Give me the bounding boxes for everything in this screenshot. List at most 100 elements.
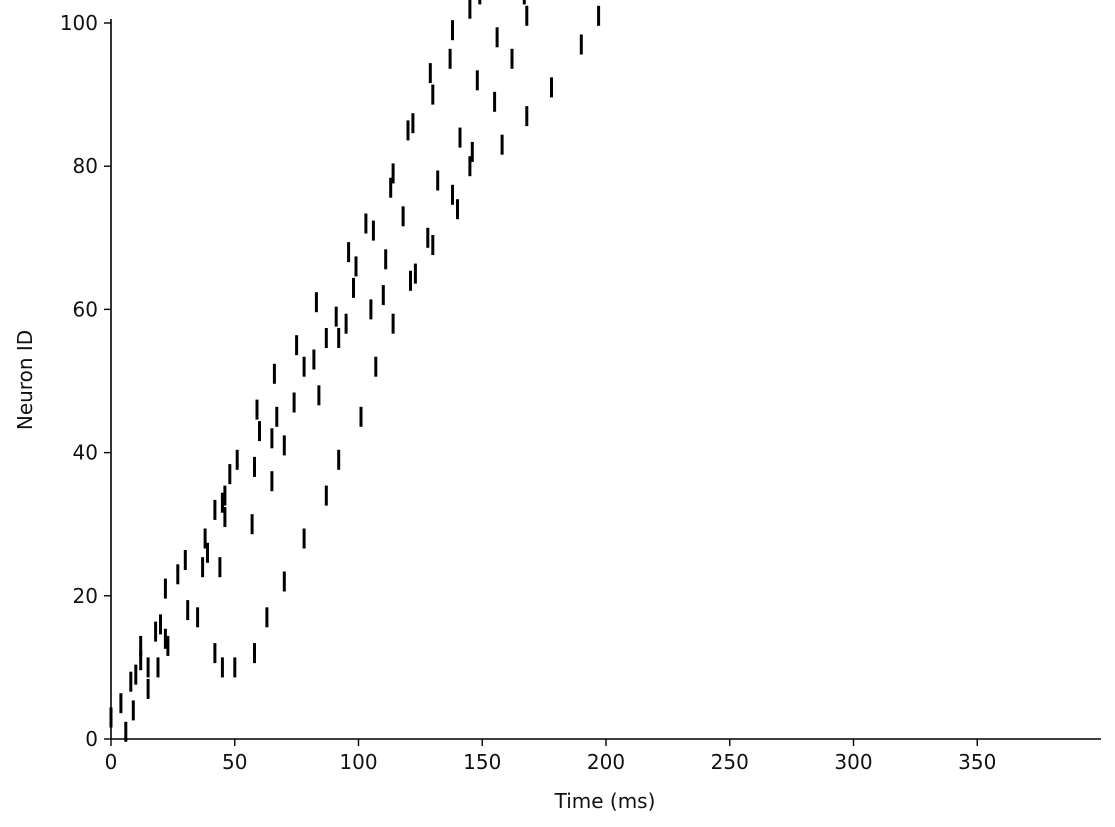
y-tick-label: 40	[73, 441, 98, 465]
spike-mark	[235, 449, 239, 470]
spike-mark	[253, 456, 256, 477]
x-tick-label: 150	[463, 750, 501, 774]
spike-mark	[522, 0, 526, 5]
spike-mark	[478, 0, 482, 5]
spike-mark	[270, 428, 274, 449]
spike-mark	[258, 421, 261, 442]
x-tick-label: 100	[339, 750, 377, 774]
spike-mark	[129, 671, 133, 692]
spike-mark	[220, 657, 224, 678]
spike-mark	[468, 0, 472, 19]
spike-markers	[109, 0, 601, 742]
spike-mark	[347, 242, 351, 263]
spike-mark	[369, 299, 373, 320]
spike-mark	[233, 657, 237, 678]
spike-mark	[510, 48, 514, 69]
spike-mark	[579, 34, 583, 55]
spike-mark	[597, 5, 601, 26]
x-tick-label: 250	[711, 750, 749, 774]
spike-mark	[334, 306, 338, 327]
spike-mark	[163, 578, 167, 599]
spike-mark	[131, 700, 135, 721]
spike-mark	[295, 335, 299, 356]
spike-mark	[203, 528, 207, 549]
spike-mark	[384, 249, 388, 270]
spike-mark	[406, 120, 410, 141]
spike-mark	[206, 542, 209, 563]
spike-mark	[253, 643, 256, 664]
spike-mark	[436, 170, 440, 191]
spike-mark	[391, 313, 395, 334]
spike-mark	[228, 464, 232, 485]
spike-mark	[201, 557, 205, 578]
spike-mark	[337, 449, 341, 470]
spike-mark	[139, 635, 143, 656]
spike-mark	[213, 643, 217, 664]
spike-mark	[292, 392, 296, 413]
spike-mark	[119, 693, 123, 714]
spike-mark	[456, 199, 459, 220]
spike-mark	[493, 91, 497, 112]
spike-mark	[448, 48, 452, 69]
spike-mark	[426, 227, 430, 248]
spike-mark	[364, 213, 368, 234]
spike-mark	[431, 235, 435, 255]
y-tick-label: 0	[85, 727, 98, 751]
spike-mark	[146, 657, 150, 678]
spike-mark	[344, 313, 348, 334]
spike-mark	[374, 356, 378, 377]
spike-mark	[468, 156, 472, 177]
spike-mark	[223, 485, 227, 506]
spike-mark	[354, 256, 358, 277]
spike-mark	[159, 614, 162, 635]
spike-mark	[282, 571, 286, 592]
spike-mark	[525, 106, 529, 127]
spike-mark	[154, 621, 158, 642]
y-tick-label: 100	[60, 11, 98, 35]
spike-mark	[495, 27, 499, 48]
spike-mark	[431, 84, 435, 105]
spike-mark	[302, 356, 306, 377]
spike-mark	[176, 564, 180, 585]
spike-mark	[134, 664, 138, 685]
spike-mark	[255, 399, 259, 420]
axes: 0 50 100 150 200 250 300 350 0 20 40 60 80 100	[60, 11, 1101, 774]
spike-mark	[409, 270, 412, 291]
spike-mark	[352, 277, 355, 298]
x-tick-label: 200	[587, 750, 625, 774]
spike-mark	[213, 499, 217, 520]
spike-mark	[312, 349, 316, 370]
spike-mark	[302, 528, 306, 549]
spike-mark	[337, 328, 341, 348]
spike-mark	[139, 650, 143, 671]
spike-mark	[500, 134, 504, 155]
x-tick-label: 300	[834, 750, 872, 774]
y-tick-label: 60	[73, 297, 98, 321]
spike-mark	[451, 20, 454, 41]
spike-mark	[183, 550, 187, 570]
spike-mark	[272, 363, 276, 384]
spike-mark	[265, 607, 269, 628]
spike-mark	[317, 385, 321, 406]
spike-mark	[124, 721, 128, 742]
spike-mark	[451, 184, 454, 205]
spike-mark	[223, 507, 227, 527]
spike-mark	[324, 328, 328, 348]
spike-mark	[270, 471, 274, 492]
spike-mark	[196, 607, 200, 628]
spike-mark	[470, 141, 474, 162]
spike-mark	[550, 77, 553, 98]
x-tick-label: 350	[958, 750, 996, 774]
spike-mark	[401, 206, 405, 227]
spike-mark	[391, 163, 395, 184]
spike-mark	[218, 557, 222, 578]
spike-mark	[411, 113, 415, 134]
spike-mark	[475, 70, 479, 91]
spike-mark	[381, 285, 385, 306]
spike-mark	[282, 435, 286, 456]
y-tick-label: 80	[73, 154, 98, 178]
spike-mark	[146, 678, 150, 699]
spike-mark	[163, 628, 167, 649]
spike-mark	[156, 657, 160, 678]
